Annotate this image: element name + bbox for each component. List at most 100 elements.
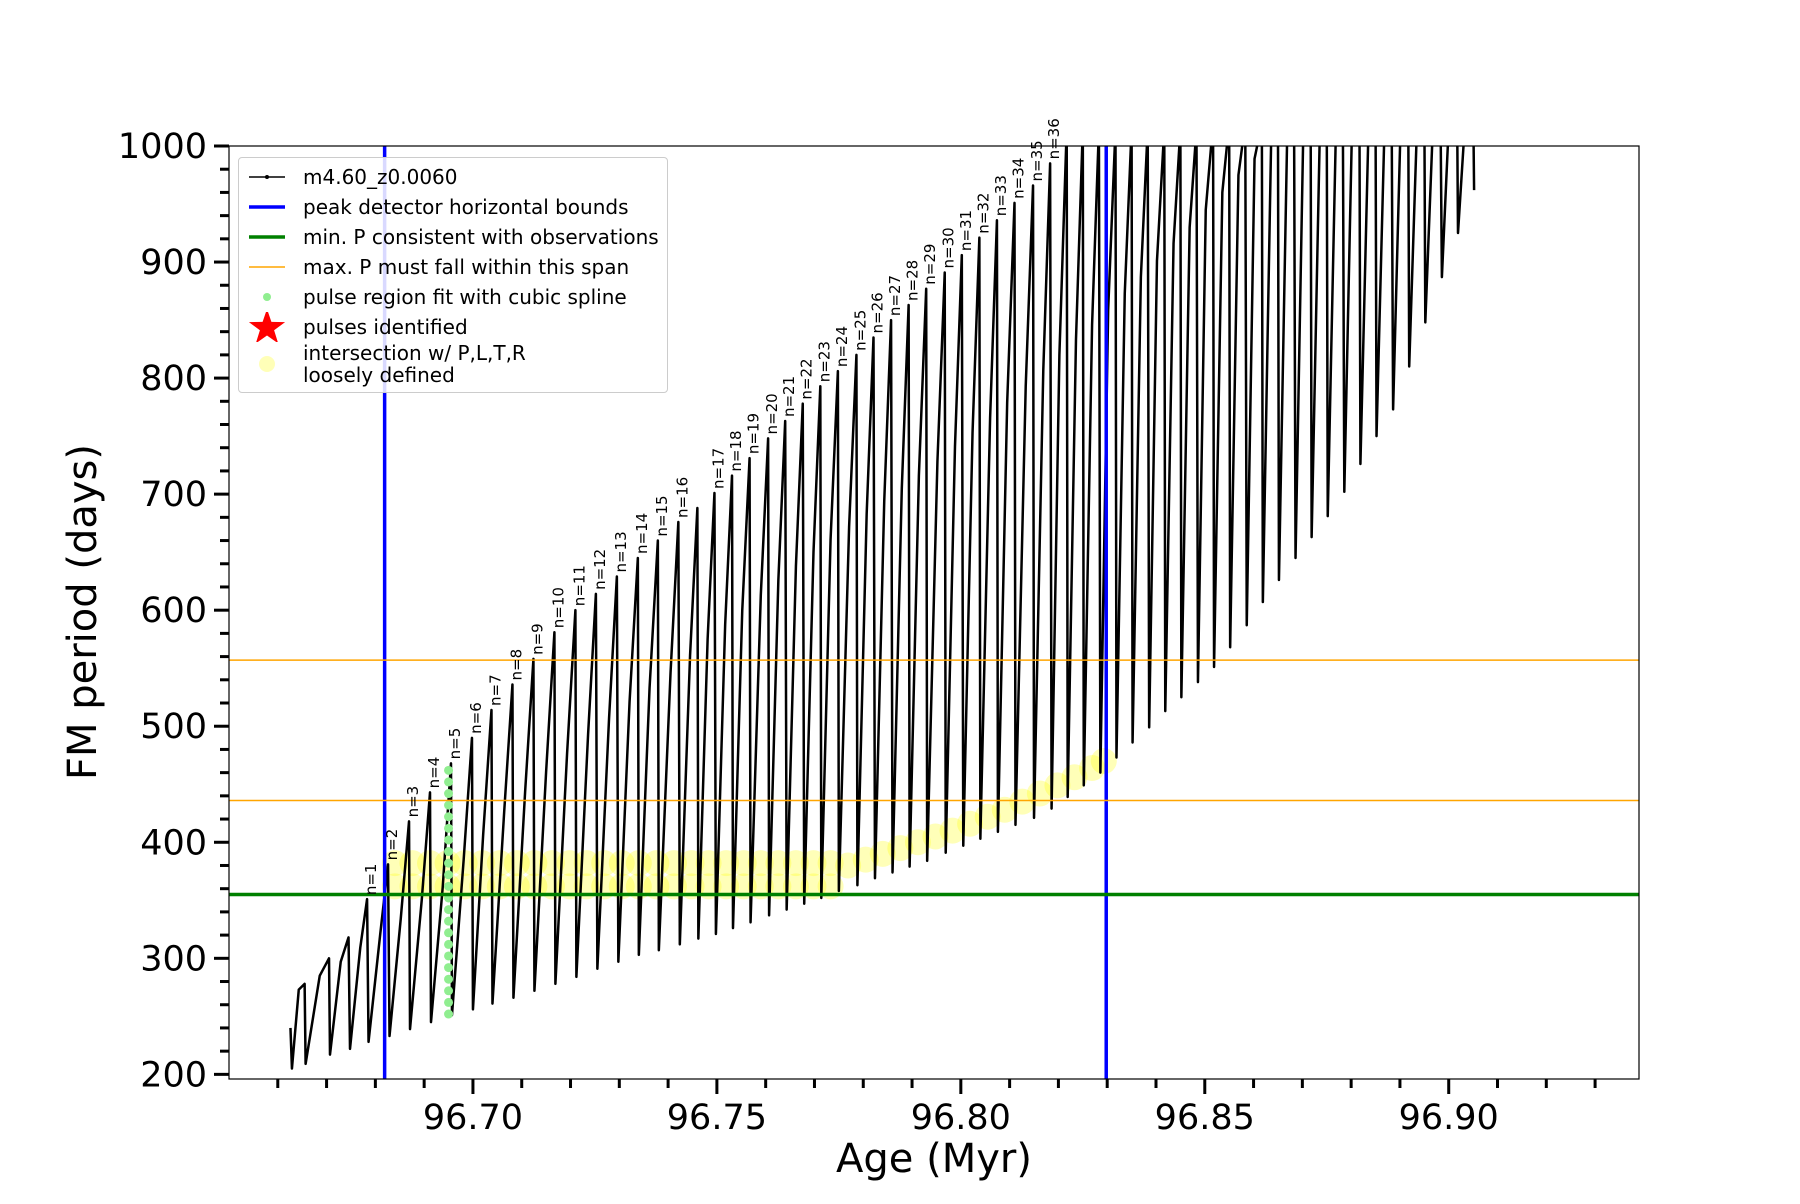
scatter-point	[503, 850, 530, 877]
legend-entry: m4.60_z0.0060	[245, 162, 659, 192]
pulse-label: n=27	[886, 275, 904, 316]
legend-label: min. P consistent with observations	[303, 225, 659, 249]
scatter-point	[538, 850, 565, 877]
y-tick-label: 900	[140, 243, 207, 283]
pulse-label: n=31	[957, 210, 975, 251]
legend-entry: max. P must fall within this span	[245, 252, 659, 282]
pulse-label: n=5	[446, 728, 464, 760]
scatter-point	[444, 986, 454, 996]
scatter-point	[444, 870, 454, 880]
pulse-label: n=21	[780, 376, 798, 417]
legend-handle	[249, 235, 285, 239]
legend-handle	[249, 266, 285, 268]
pulse-label: n=1	[362, 864, 380, 896]
scatter-point	[444, 812, 454, 822]
pulse-label: n=33	[992, 175, 1010, 216]
pulse-label: n=36	[1045, 118, 1063, 159]
legend-handle	[249, 205, 285, 209]
legend-star	[248, 312, 286, 342]
y-tick-label: 700	[140, 475, 207, 515]
legend-handle	[248, 312, 286, 342]
scatter-point	[835, 852, 862, 879]
legend-entry: intersection w/ P,L,T,R loosely defined	[245, 342, 659, 386]
scatter-point	[444, 765, 454, 775]
pulse-label: n=10	[549, 587, 567, 628]
scatter-point	[444, 939, 454, 949]
y-tick-label: 400	[140, 823, 207, 863]
pulse-label: n=12	[591, 549, 609, 590]
pulse-label: n=16	[673, 477, 691, 518]
scatter-point	[782, 850, 809, 877]
y-tick-label: 600	[140, 591, 207, 631]
pulse-label: n=25	[851, 310, 869, 351]
pulse-label: n=3	[404, 786, 422, 818]
pulse-label: n=24	[833, 326, 851, 367]
scatter-point	[444, 823, 454, 833]
scatter-point	[444, 835, 454, 845]
x-tick-label: 96.90	[1399, 1098, 1499, 1138]
legend-label: peak detector horizontal bounds	[303, 195, 629, 219]
y-axis-label: FM period (days)	[60, 444, 106, 780]
x-axis-label: Age (Myr)	[836, 1136, 1032, 1182]
legend-label: intersection w/ P,L,T,R loosely defined	[303, 341, 526, 387]
scatter-point	[444, 800, 454, 810]
x-tick-label: 96.75	[667, 1098, 767, 1138]
pulse-label: n=7	[486, 674, 504, 706]
scatter-point	[444, 1009, 454, 1019]
x-tick-label: 96.85	[1155, 1098, 1255, 1138]
y-tick-label: 800	[140, 359, 207, 399]
scatter-point	[444, 963, 454, 973]
pulse-label: n=28	[904, 260, 922, 301]
scatter-point	[1090, 748, 1117, 775]
scatter-point	[444, 847, 454, 857]
pulse-label: n=15	[653, 495, 671, 536]
y-tick-label: 500	[140, 707, 207, 747]
scatter-point	[444, 858, 454, 868]
legend-dot	[259, 356, 275, 372]
legend-entry: pulse region fit with cubic spline	[245, 282, 659, 312]
legend-label: m4.60_z0.0060	[303, 165, 458, 189]
y-tick-label: 1000	[118, 127, 207, 167]
axes-layer: 200 300 400 500 600 700 800 900 1000 96.70 96.75 96…	[118, 118, 1597, 1138]
y-tick-label: 200	[140, 1055, 207, 1095]
pulse-label: n=18	[727, 430, 745, 471]
scatter-point	[444, 974, 454, 984]
scatter-point	[444, 928, 454, 938]
pulse-label: n=29	[921, 244, 939, 285]
pulse-label: n=20	[763, 393, 781, 434]
pulse-label: n=35	[1028, 140, 1046, 181]
scatter-point	[1079, 755, 1106, 781]
pulse-label: n=9	[528, 623, 546, 655]
pulse-label: n=32	[974, 193, 992, 234]
legend-handle	[259, 356, 275, 372]
scatter-point	[444, 916, 454, 926]
scatter-point	[444, 951, 454, 961]
scatter-point	[747, 850, 774, 877]
pulse-label: n=8	[507, 649, 525, 681]
pulse-label: n=23	[815, 341, 833, 382]
pulse-label: n=26	[869, 292, 887, 333]
pulse-label: n=17	[709, 448, 727, 489]
pulse-label: n=13	[612, 531, 630, 572]
y-tick-label: 300	[140, 939, 207, 979]
pulse-label: n=4	[425, 757, 443, 789]
scatter-point	[444, 905, 454, 915]
scatter-point	[444, 789, 454, 799]
legend-entry: pulses identified	[245, 312, 659, 342]
legend-label: pulses identified	[303, 315, 468, 339]
pulse-label: n=30	[940, 227, 958, 268]
plot-frame	[228, 145, 1640, 1080]
scatter-point	[817, 850, 844, 877]
legend-handle	[249, 175, 285, 179]
legend-dot	[265, 175, 269, 179]
legend-dot	[263, 293, 271, 301]
pulse-label: n=6	[467, 702, 485, 734]
pulse-label: n=34	[1010, 158, 1028, 199]
legend-label: pulse region fit with cubic spline	[303, 285, 627, 309]
scatter-point	[573, 850, 600, 877]
scatter-point	[444, 881, 454, 891]
pulse-label: n=11	[570, 565, 588, 606]
x-tick-label: 96.70	[423, 1098, 523, 1138]
